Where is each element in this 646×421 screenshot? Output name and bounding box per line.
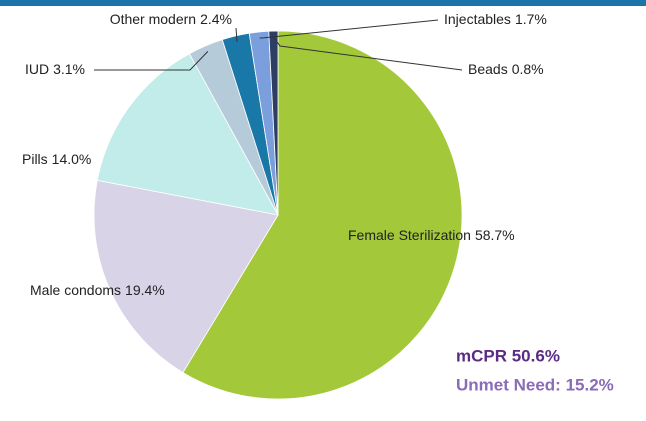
slice-label: Other modern 2.4% bbox=[110, 11, 232, 27]
slice-label: Injectables 1.7% bbox=[444, 11, 547, 27]
annotation: mCPR 50.6% bbox=[456, 346, 560, 365]
top-bar bbox=[0, 0, 646, 6]
slice-label: Beads 0.8% bbox=[468, 61, 544, 77]
slice-label: IUD 3.1% bbox=[25, 61, 85, 77]
leader-line bbox=[235, 27, 238, 42]
category-name: Injectables bbox=[444, 11, 511, 27]
value-label: 1.7% bbox=[515, 11, 547, 27]
value-label: 2.4% bbox=[200, 11, 232, 27]
category-name: IUD bbox=[25, 61, 49, 77]
slice-label: Pills 14.0% bbox=[22, 151, 91, 167]
leader-line bbox=[273, 36, 463, 71]
slice bbox=[182, 30, 463, 400]
slice bbox=[268, 30, 279, 216]
category-name: Other modern bbox=[110, 11, 196, 27]
category-name: Pills bbox=[22, 151, 48, 167]
leader-line bbox=[94, 51, 209, 71]
value-label: 14.0% bbox=[52, 151, 92, 167]
category-name: Male condoms bbox=[30, 282, 121, 298]
slice-label: Male condoms 19.4% bbox=[30, 282, 165, 298]
category-name: Beads bbox=[468, 61, 508, 77]
value-label: 0.8% bbox=[512, 61, 544, 77]
slice-label: Female Sterilization 58.7% bbox=[348, 227, 515, 243]
pie bbox=[93, 30, 463, 400]
labels: Female Sterilization 58.7% Male condoms 19.… bbox=[22, 11, 547, 298]
category-name: Female Sterilization bbox=[348, 227, 471, 243]
slice bbox=[93, 179, 279, 374]
slice bbox=[96, 53, 279, 216]
annotation: Unmet Need: 15.2% bbox=[456, 375, 614, 394]
value-label: 3.1% bbox=[53, 61, 85, 77]
value-label: 19.4% bbox=[125, 282, 165, 298]
value-label: 58.7% bbox=[475, 227, 515, 243]
leader-line bbox=[259, 19, 439, 39]
